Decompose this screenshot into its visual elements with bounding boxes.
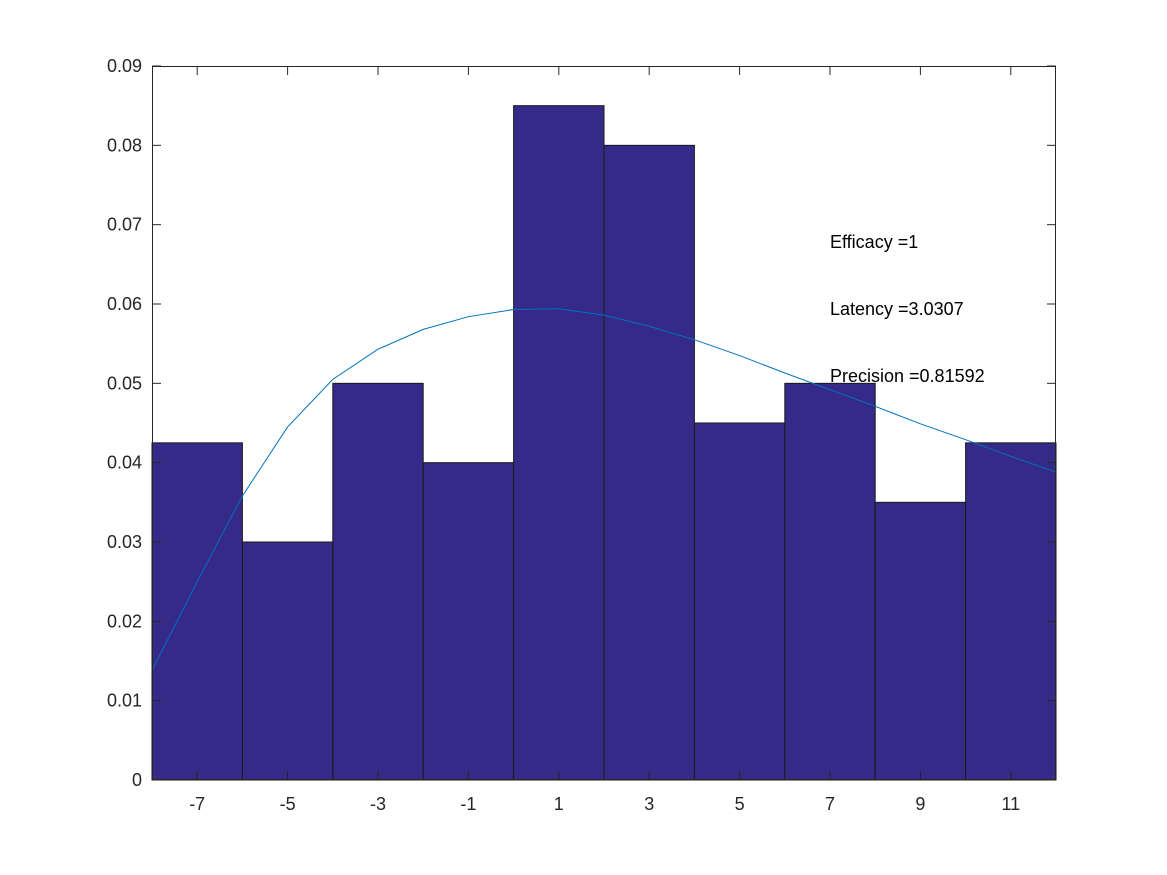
x-tick-label: 11	[1001, 794, 1020, 814]
y-axis: 0 0.01 0.02 0.03 0.04 0.05 0.06 0.07 0.08 0.09	[107, 56, 1056, 790]
x-tick-label: 9	[915, 794, 925, 814]
histogram-bar	[693, 422, 786, 781]
bars-group	[151, 105, 1057, 781]
annotation-efficacy: Efficacy =1	[830, 232, 918, 252]
annotation-precision: Precision =0.81592	[830, 366, 985, 386]
x-tick-label: 3	[644, 794, 654, 814]
y-tick-label: 0.09	[107, 56, 142, 76]
y-tick-label: 0.03	[107, 532, 142, 552]
axes-box	[152, 66, 1056, 780]
x-tick-label: -3	[370, 794, 386, 814]
y-tick-label: 0.04	[107, 453, 142, 473]
annotations: Efficacy =1 Latency =3.0307 Precision =0…	[830, 232, 985, 386]
x-tick-label: -1	[460, 794, 476, 814]
histogram-bar	[513, 105, 605, 781]
y-tick-label: 0.05	[107, 373, 142, 393]
x-tick-label: -5	[280, 794, 296, 814]
histogram-bar	[151, 442, 243, 781]
histogram-bar	[422, 462, 515, 781]
x-tick-label: 7	[825, 794, 835, 814]
histogram-bar	[603, 144, 695, 781]
histogram-bar	[241, 541, 334, 781]
y-tick-label: 0.02	[107, 611, 142, 631]
y-tick-label: 0.06	[107, 294, 142, 314]
y-tick-label: 0.07	[107, 215, 142, 235]
histogram-bar	[332, 382, 424, 781]
x-tick-label: 1	[554, 794, 564, 814]
fit-curve	[151, 308, 1057, 671]
histogram-bar	[784, 382, 876, 781]
annotation-latency: Latency =3.0307	[830, 299, 964, 319]
histogram-bar	[965, 442, 1057, 781]
x-axis: -7 -5 -3 -1 1 3 5 7 9 11	[189, 66, 1020, 814]
y-tick-label: 0.08	[107, 135, 142, 155]
y-tick-label: 0.01	[107, 691, 142, 711]
histogram-bar	[874, 501, 967, 781]
x-tick-label: 5	[735, 794, 745, 814]
x-tick-label: -7	[189, 794, 205, 814]
y-tick-label: 0	[132, 770, 142, 790]
